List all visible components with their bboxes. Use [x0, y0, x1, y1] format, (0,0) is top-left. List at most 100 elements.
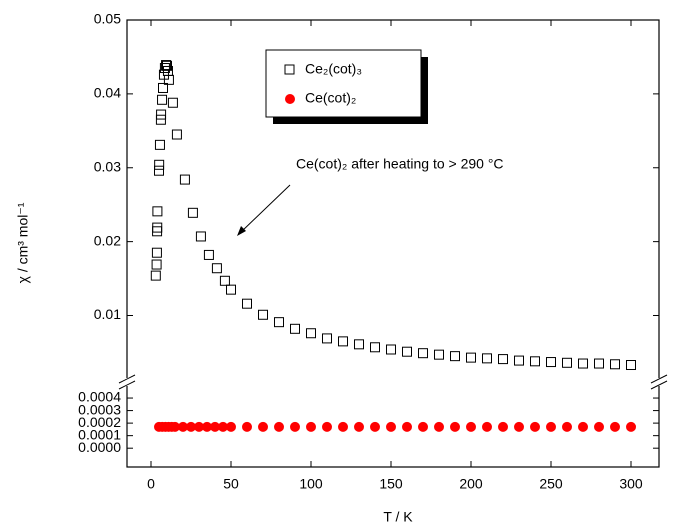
y-tick-label: 0.0000: [78, 439, 121, 455]
annotation-arrow: [239, 184, 291, 234]
data-point: [258, 309, 268, 320]
data-point: [290, 323, 300, 334]
y-tick-label: 0.02: [94, 232, 121, 248]
data-point: [514, 421, 524, 432]
x-tick-label: 200: [459, 476, 483, 492]
data-point: [610, 359, 620, 370]
data-point: [402, 421, 412, 432]
data-point: [195, 231, 206, 242]
x-tick-label: 300: [619, 476, 643, 492]
x-tick-label: 150: [379, 476, 403, 492]
data-point: [155, 114, 166, 125]
data-point: [514, 355, 524, 366]
axis-break-mark: [118, 374, 136, 384]
data-point: [626, 421, 636, 432]
data-point: [530, 421, 540, 432]
legend-box: [265, 49, 422, 118]
data-point: [157, 94, 168, 105]
x-axis-label: T / K: [383, 509, 413, 525]
data-point: [163, 74, 174, 85]
data-point: [322, 421, 332, 432]
data-point: [578, 358, 588, 369]
y-tick-label: 0.0003: [78, 401, 121, 417]
data-point: [152, 206, 163, 217]
legend-label: Ce(cot)₂: [305, 90, 356, 106]
data-point: [151, 247, 162, 258]
data-point: [218, 421, 228, 432]
annotation: Ce(cot)₂ after heating to > 290 °C: [296, 156, 504, 172]
axis-break-mark: [650, 374, 668, 384]
data-point: [156, 109, 167, 120]
data-point: [203, 249, 214, 260]
data-point: [610, 421, 620, 432]
y-tick-label: 0.0002: [78, 414, 121, 430]
data-point: [482, 353, 492, 364]
legend-marker: [284, 64, 295, 75]
data-point: [194, 421, 204, 432]
data-point: [450, 351, 460, 362]
plot-frame: [126, 19, 660, 468]
y-axis-label: χ / cm³ mol⁻¹: [15, 202, 31, 283]
data-point: [152, 226, 163, 237]
data-point: [498, 421, 508, 432]
y-tick-label: 0.05: [94, 11, 121, 27]
data-point: [418, 421, 428, 432]
data-point: [226, 284, 236, 295]
data-point: [466, 421, 476, 432]
y-tick-label: 0.03: [94, 158, 121, 174]
data-point: [274, 421, 284, 432]
annotation-arrowhead: [237, 226, 246, 236]
data-point: [562, 357, 572, 368]
data-point: [202, 421, 212, 432]
data-point: [546, 357, 556, 368]
data-point: [154, 139, 165, 150]
data-point: [594, 358, 604, 369]
data-point: [154, 159, 165, 170]
data-point: [290, 421, 300, 432]
data-point: [219, 275, 230, 286]
data-point: [226, 421, 236, 432]
data-point: [179, 174, 190, 185]
data-point: [370, 421, 380, 432]
data-point: [170, 421, 180, 432]
axis-break-gap: [654, 378, 668, 386]
data-point: [562, 421, 572, 432]
data-point: [171, 129, 182, 140]
data-point: [450, 421, 460, 432]
data-point: [354, 339, 364, 350]
data-point: [434, 349, 444, 360]
data-point: [161, 60, 172, 71]
data-point: [482, 421, 492, 432]
x-tick-label: 100: [299, 476, 323, 492]
data-point: [466, 352, 476, 363]
y-tick-label: 0.0004: [78, 389, 121, 405]
axis-break-mark: [118, 380, 136, 390]
y-tick-label: 0.04: [94, 85, 121, 101]
data-point: [167, 97, 178, 108]
data-point: [306, 328, 316, 339]
data-point: [354, 421, 364, 432]
data-point: [162, 60, 172, 71]
axis-break-gap: [118, 378, 132, 386]
data-point: [386, 344, 396, 355]
data-point: [386, 421, 396, 432]
data-point: [187, 207, 198, 218]
data-point: [578, 421, 588, 432]
axis-break-mark: [650, 380, 668, 390]
data-point: [370, 342, 380, 353]
data-point: [258, 421, 268, 432]
data-point: [594, 421, 604, 432]
data-point: [418, 348, 428, 359]
data-point: [498, 354, 508, 365]
data-point: [338, 421, 348, 432]
data-point: [211, 263, 222, 274]
data-point: [434, 421, 444, 432]
data-point: [338, 336, 348, 347]
data-point: [210, 421, 220, 432]
data-point: [178, 421, 188, 432]
data-point: [626, 360, 636, 371]
data-point: [151, 259, 162, 270]
data-point: [530, 356, 540, 367]
x-tick-label: 50: [223, 476, 239, 492]
